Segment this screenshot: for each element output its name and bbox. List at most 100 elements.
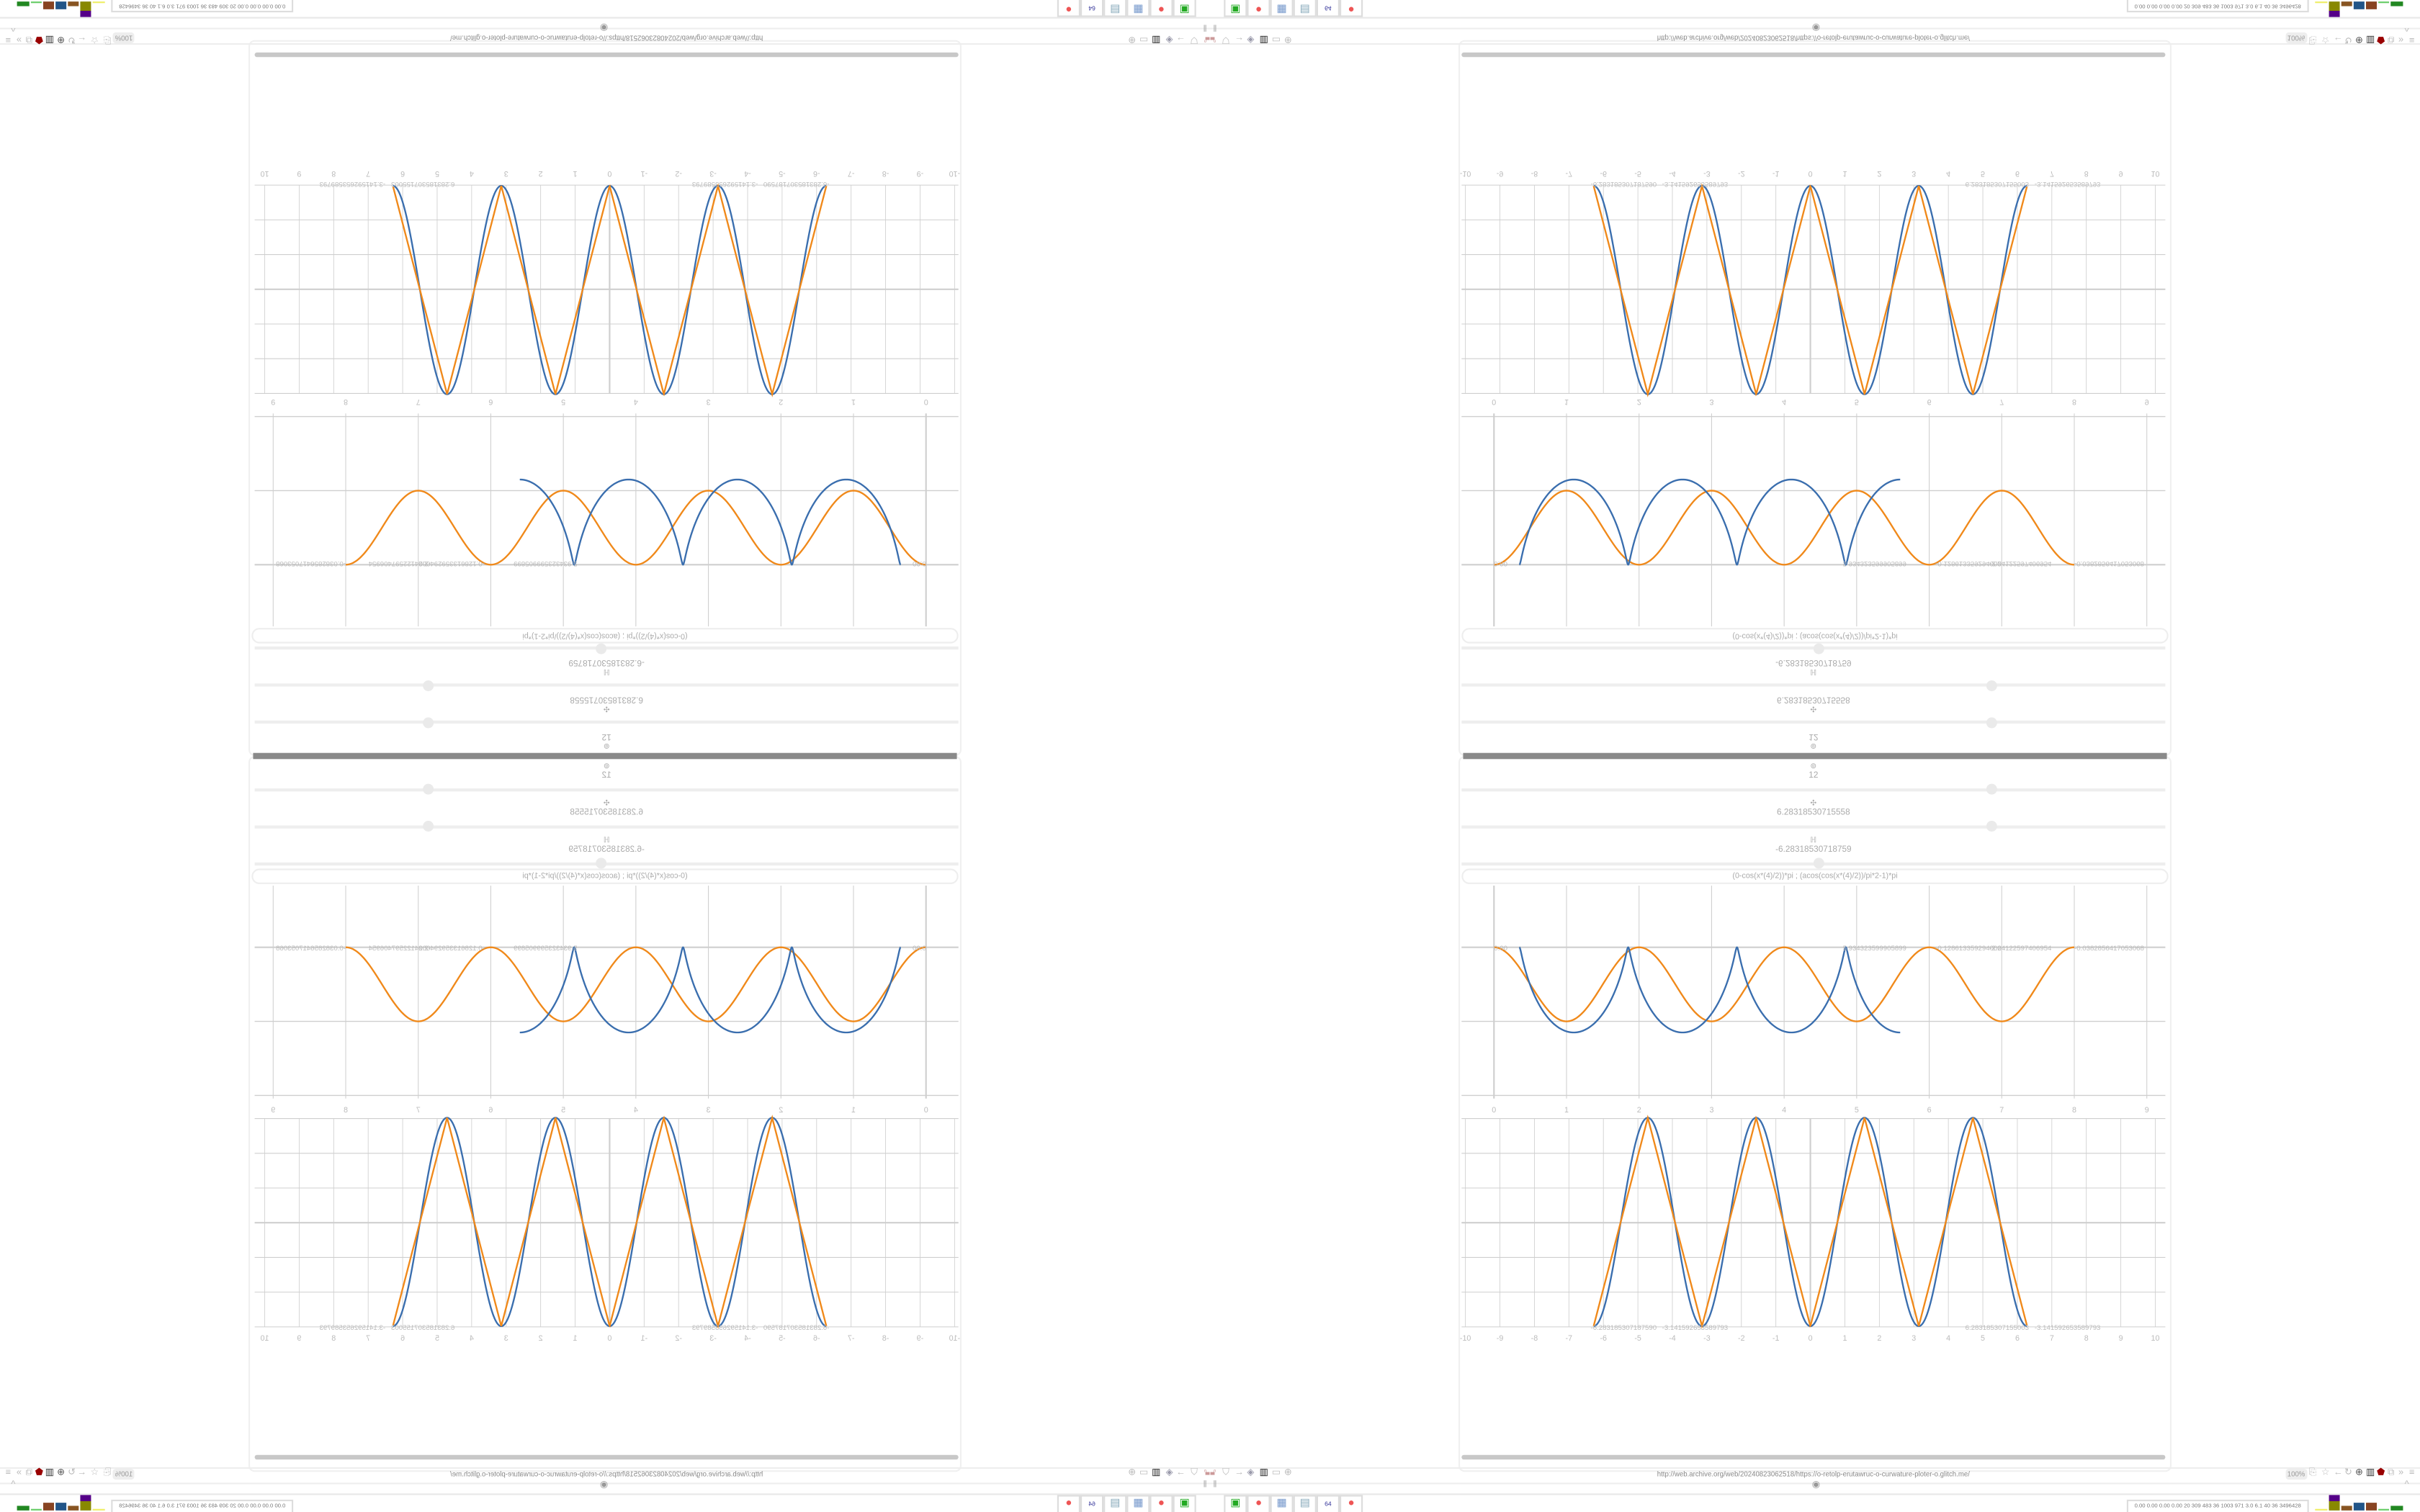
trash-icon[interactable]: ▥ [2366, 34, 2375, 43]
star-icon[interactable]: ☆ [2321, 34, 2330, 43]
globe-icon[interactable]: ⊕ [1128, 1468, 1137, 1478]
zoom-level[interactable]: 100% [2285, 1468, 2307, 1480]
grip-icon[interactable]: ◉ [1811, 1481, 1820, 1490]
calculator-icon[interactable]: ▦ [1270, 0, 1294, 17]
back-icon[interactable]: ← [77, 34, 86, 43]
floppy-icon[interactable]: 64 [1316, 0, 1340, 17]
back-icon[interactable]: ← [2334, 34, 2343, 43]
notepad-icon[interactable]: ▤ [1103, 0, 1127, 17]
ublock-icon[interactable]: ⬟ [35, 1468, 43, 1478]
horizontal-scrollbar[interactable] [254, 1454, 959, 1460]
zoom-level[interactable]: 100% [2285, 32, 2307, 43]
terminal-icon[interactable]: ▣ [1224, 1495, 1247, 1512]
menu-icon[interactable]: ≡ [5, 1468, 11, 1478]
trash-icon[interactable]: ▥ [45, 1468, 54, 1478]
reload-icon[interactable]: ↻ [2344, 34, 2352, 43]
calculator-icon[interactable]: ▦ [1126, 0, 1150, 17]
extension-icon[interactable]: ⧉ [25, 1468, 32, 1478]
ublock-icon[interactable]: ⬟ [2377, 34, 2385, 43]
calculator-icon[interactable]: ▦ [1126, 1495, 1150, 1512]
url-text[interactable]: http://web.archive.org/web/2024082306251… [1657, 34, 1970, 42]
chevron-up-icon[interactable]: ^ [2404, 1481, 2409, 1490]
floppy-icon[interactable]: 64 [1080, 1495, 1104, 1512]
globe-icon[interactable]: ⊕ [1128, 34, 1137, 43]
back-icon[interactable]: ← [2334, 1468, 2343, 1478]
overflow-icon[interactable]: » [2398, 1468, 2404, 1478]
horizontal-scrollbar[interactable] [1461, 52, 2166, 58]
globe-icon[interactable]: ⊕ [57, 34, 65, 43]
globe-icon[interactable]: ⊕ [1283, 34, 1292, 43]
firefox-icon[interactable]: ● [1150, 0, 1173, 17]
slider-thumb[interactable] [1813, 858, 1824, 869]
extension-icon[interactable]: ⧉ [2388, 34, 2395, 43]
menu-icon[interactable]: ≡ [2409, 1468, 2415, 1478]
globe-icon[interactable]: ⊕ [2355, 34, 2363, 43]
terminal-icon[interactable]: ▣ [1173, 1495, 1196, 1512]
chevron-up-icon[interactable]: ^ [11, 1481, 16, 1490]
grip-icon[interactable]: ◉ [600, 22, 609, 31]
firefox-icon[interactable]: ● [1247, 1495, 1270, 1512]
url-text[interactable]: http://web.archive.org/web/2024082306251… [1657, 1470, 1970, 1478]
slider-thumb[interactable] [1986, 783, 1997, 795]
menu-icon[interactable]: ≡ [2409, 34, 2415, 43]
chevron-up-icon[interactable]: ^ [2404, 22, 2409, 31]
reload-icon[interactable]: ↻ [68, 34, 76, 43]
firefox-icon[interactable]: ● [1340, 1495, 1363, 1512]
terminal-icon[interactable]: ▣ [1224, 0, 1247, 17]
chevron-up-icon[interactable]: ^ [11, 22, 16, 31]
star-icon[interactable]: ☆ [90, 1468, 99, 1478]
trash-icon[interactable]: ▥ [1152, 34, 1161, 43]
horizontal-scrollbar[interactable] [1461, 1454, 2166, 1460]
menu-icon[interactable]: ≡ [5, 34, 11, 43]
globe-icon[interactable]: ⊕ [57, 1468, 65, 1478]
firefox-icon[interactable]: ● [1150, 1495, 1173, 1512]
formula-input[interactable]: (0-cos(x*(4)/2))*pi ; (acos(cos(x*(4)/2)… [1461, 868, 2169, 884]
trash-icon[interactable]: ▥ [2366, 1468, 2375, 1478]
firefox-icon[interactable]: ● [1340, 0, 1363, 17]
ublock-icon[interactable]: ⬟ [2377, 1468, 2385, 1478]
zoom-level[interactable]: 100% [113, 1468, 135, 1480]
terminal-icon[interactable]: ▣ [1173, 0, 1196, 17]
firefox-icon[interactable]: ● [1247, 0, 1270, 17]
grip-icon[interactable]: ◉ [1811, 22, 1820, 31]
folder-icon[interactable]: ▭ [1139, 34, 1149, 43]
globe-icon[interactable]: ⊕ [1283, 1468, 1292, 1478]
translate-icon[interactable]: ⎘ [2308, 1468, 2317, 1478]
back-icon[interactable]: ← [77, 1468, 86, 1478]
url-text[interactable]: http://web.archive.org/web/2024082306251… [450, 1470, 763, 1478]
extension-icon[interactable]: ⧉ [2388, 1468, 2395, 1478]
horizontal-scrollbar[interactable] [254, 52, 959, 58]
floppy-icon[interactable]: 64 [1080, 0, 1104, 17]
globe-icon[interactable]: ⊕ [2355, 1468, 2363, 1478]
folder-icon[interactable]: ▭ [1271, 1468, 1281, 1478]
trash-icon[interactable]: ▥ [1152, 1468, 1161, 1478]
folder-icon[interactable]: ▭ [1271, 34, 1281, 43]
translate-icon[interactable]: ⎘ [103, 1468, 112, 1478]
translate-icon[interactable]: ⎘ [103, 34, 112, 43]
parameter-slider[interactable] [1461, 783, 2166, 795]
grip-icon[interactable]: ◉ [600, 1481, 609, 1490]
parameter-slider[interactable] [1461, 858, 2166, 869]
ublock-icon[interactable]: ⬟ [35, 34, 43, 43]
zoom-level[interactable]: 100% [113, 32, 135, 43]
notepad-icon[interactable]: ▤ [1103, 1495, 1127, 1512]
parameter-slider[interactable] [1461, 821, 2166, 832]
overflow-icon[interactable]: » [2398, 34, 2404, 43]
firefox-icon[interactable]: ● [1057, 0, 1080, 17]
extension-icon[interactable]: ⧉ [25, 34, 32, 43]
reload-icon[interactable]: ↻ [68, 1468, 76, 1478]
translate-icon[interactable]: ⎘ [2308, 34, 2317, 43]
notepad-icon[interactable]: ▤ [1293, 0, 1317, 17]
star-icon[interactable]: ☆ [90, 34, 99, 43]
overflow-icon[interactable]: » [16, 34, 22, 43]
trash-icon[interactable]: ▥ [1259, 34, 1268, 43]
floppy-icon[interactable]: 64 [1316, 1495, 1340, 1512]
folder-icon[interactable]: ▭ [1139, 1468, 1149, 1478]
calculator-icon[interactable]: ▦ [1270, 1495, 1294, 1512]
overflow-icon[interactable]: » [16, 1468, 22, 1478]
notepad-icon[interactable]: ▤ [1293, 1495, 1317, 1512]
star-icon[interactable]: ☆ [2321, 1468, 2330, 1478]
firefox-icon[interactable]: ● [1057, 1495, 1080, 1512]
url-text[interactable]: http://web.archive.org/web/2024082306251… [450, 34, 763, 42]
trash-icon[interactable]: ▥ [45, 34, 54, 43]
